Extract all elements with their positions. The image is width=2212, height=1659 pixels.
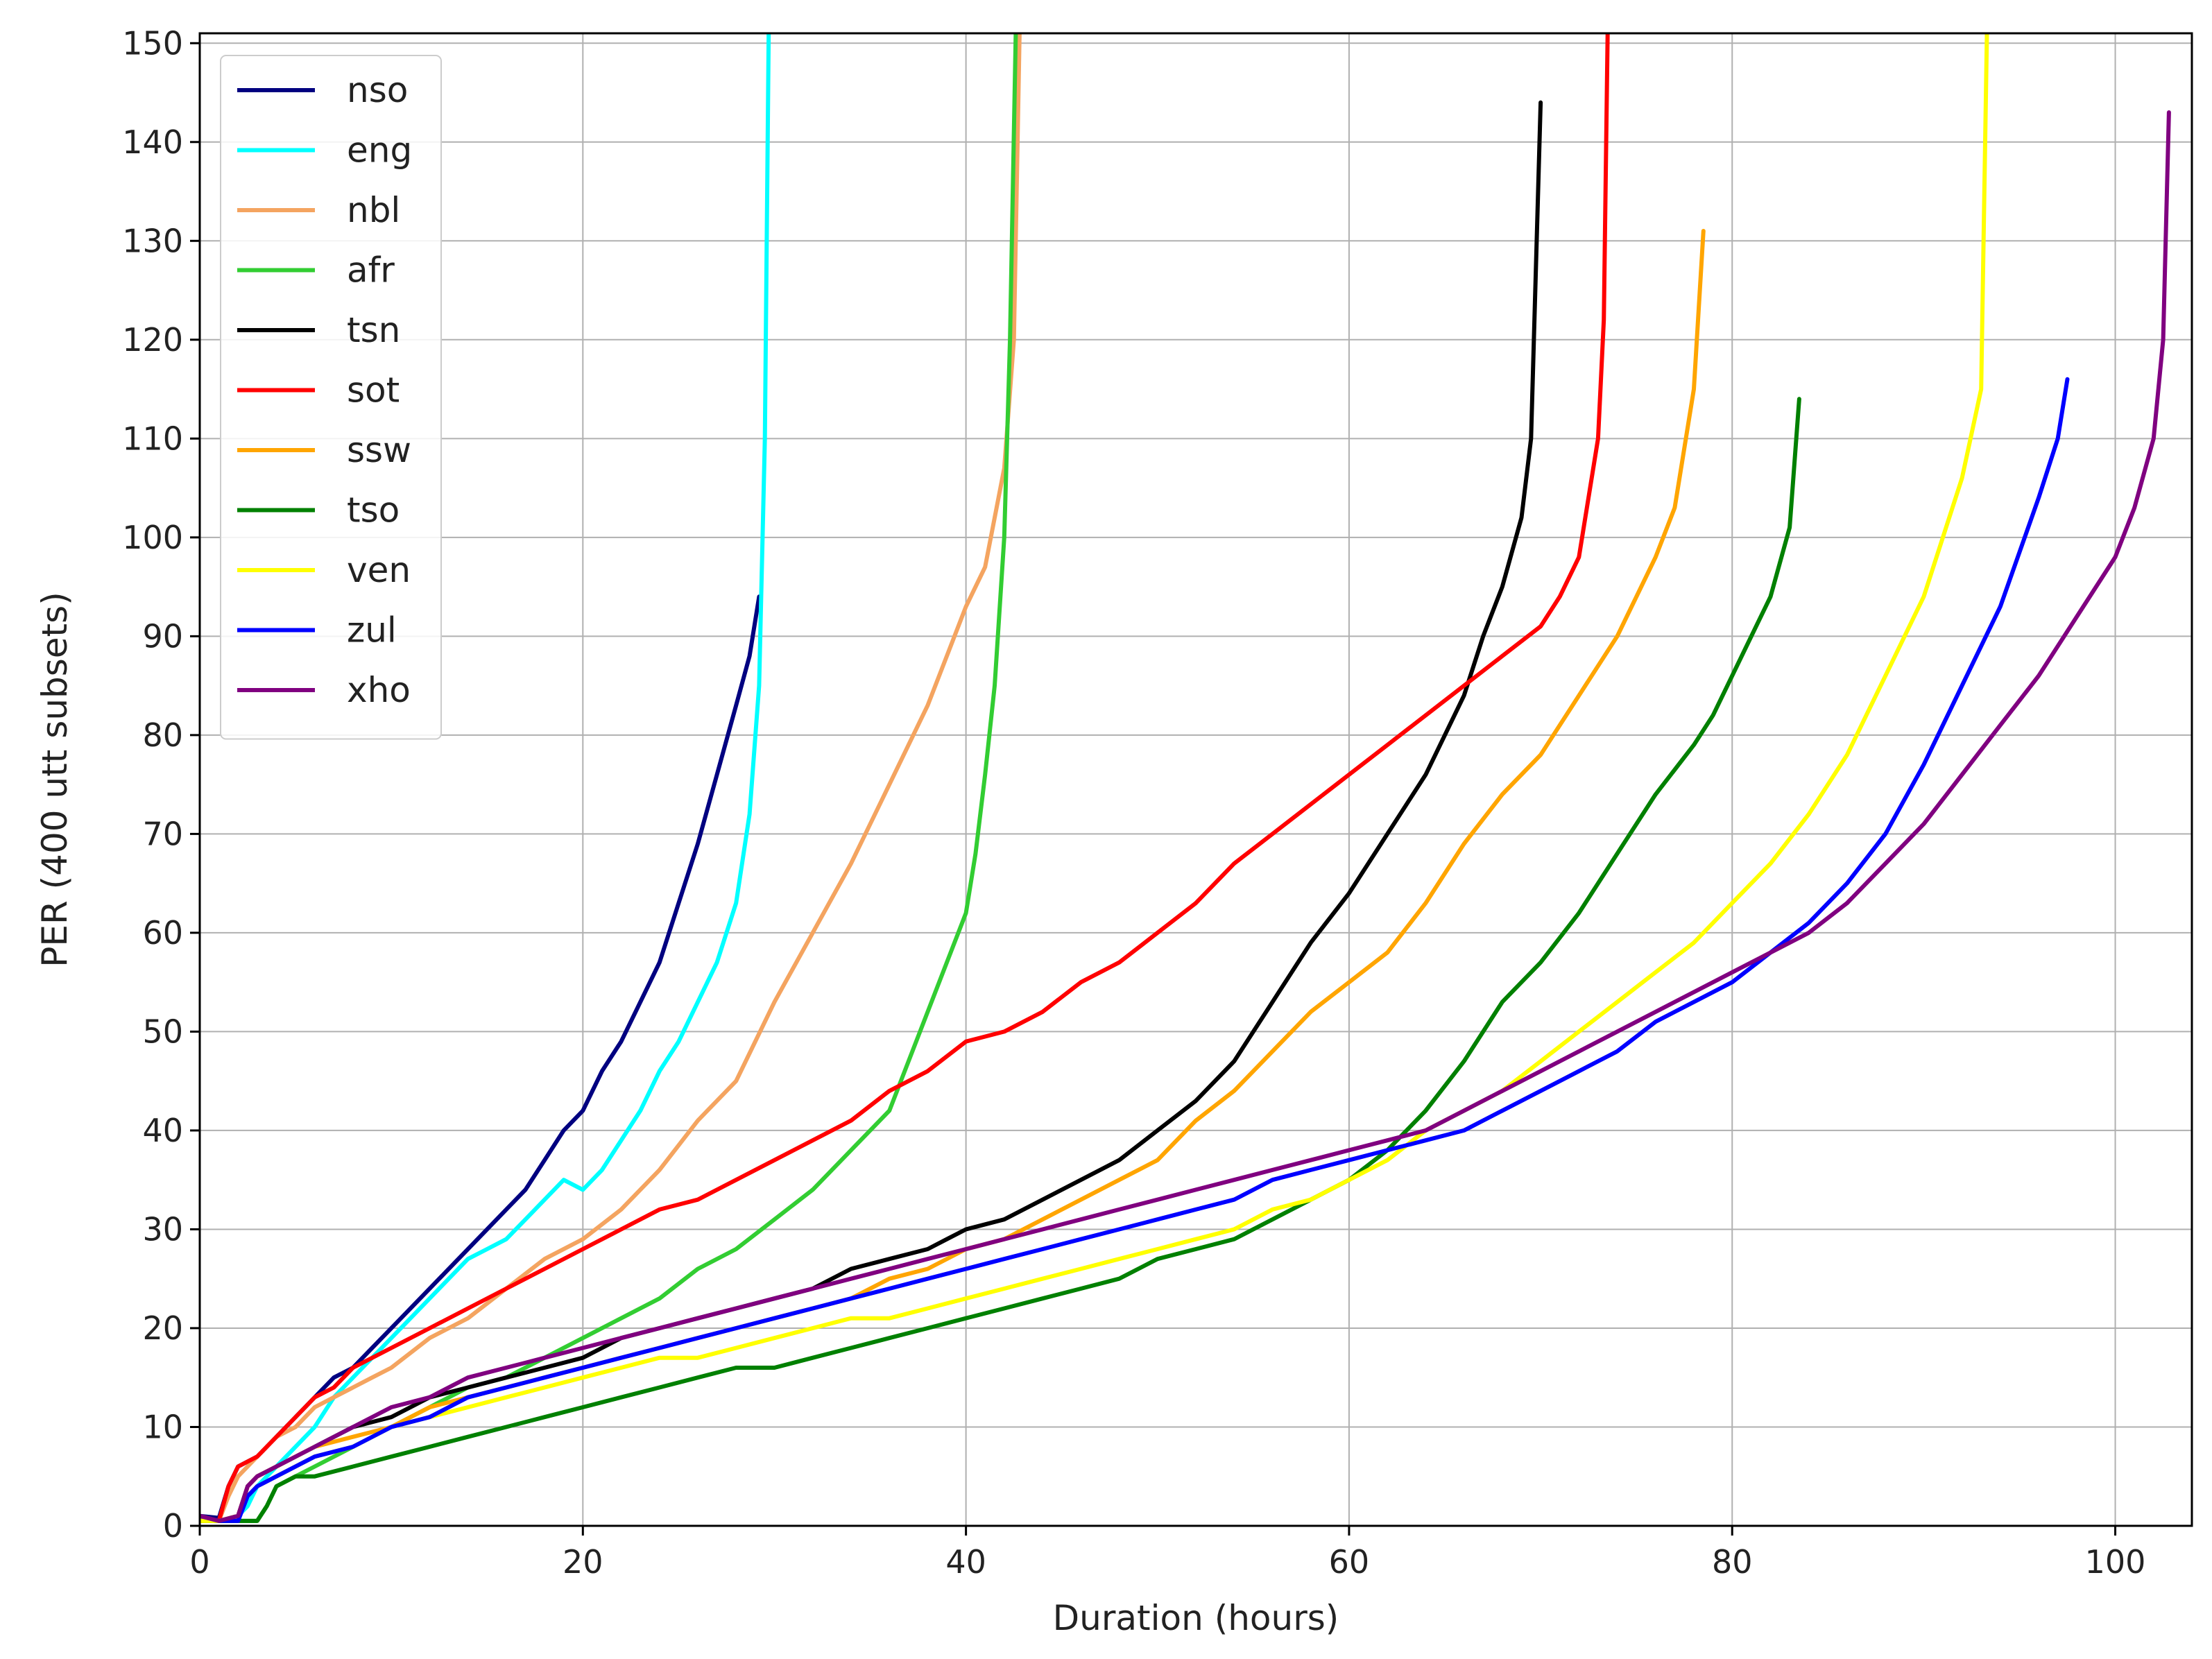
x-tick-label: 40: [945, 1543, 986, 1581]
y-tick-label: 100: [122, 519, 183, 556]
legend-label-afr: afr: [347, 250, 395, 291]
y-tick-label: 50: [142, 1013, 183, 1050]
y-tick-label: 120: [122, 321, 183, 359]
y-axis-title: PER (400 utt subsets): [35, 592, 75, 967]
x-tick-label: 20: [563, 1543, 603, 1581]
legend-label-tso: tso: [347, 490, 400, 531]
legend-label-nso: nso: [347, 70, 408, 110]
y-tick-label: 70: [142, 815, 183, 852]
legend: nso eng nbl afr tsn sot ssw tso ven zul xho: [220, 55, 442, 740]
series-line-sot: [200, 33, 1610, 1523]
y-tick-label: 90: [142, 617, 183, 655]
y-axis-ticks: 0 10 20 30 40 50 60 70 80 90 100 110 120 130 140 150: [122, 24, 200, 1545]
series-line-eng: [200, 33, 771, 1523]
grid-lines: [199, 33, 2192, 1527]
legend-label-tsn: tsn: [347, 310, 400, 350]
legend-label-ven: ven: [347, 550, 411, 590]
x-tick-label: 100: [2085, 1543, 2146, 1581]
y-tick-label: 20: [142, 1309, 183, 1347]
y-tick-label: 150: [122, 24, 183, 62]
x-tick-label: 60: [1329, 1543, 1370, 1581]
series-line-xho: [200, 110, 2171, 1523]
y-tick-label: 80: [142, 716, 183, 754]
y-tick-label: 30: [142, 1210, 183, 1248]
y-tick-label: 60: [142, 914, 183, 952]
legend-label-sot: sot: [347, 370, 400, 411]
y-tick-label: 0: [163, 1507, 183, 1545]
plot-frame: [198, 32, 2193, 1527]
y-tick-label: 40: [142, 1112, 183, 1149]
x-tick-label: 80: [1712, 1543, 1753, 1581]
x-axis-ticks: 0 20 40 60 80 100: [189, 1526, 2145, 1581]
y-tick-label: 10: [142, 1408, 183, 1445]
x-axis-title: Duration (hours): [1053, 1598, 1339, 1638]
legend-label-nbl: nbl: [347, 190, 400, 230]
legend-label-zul: zul: [347, 610, 397, 651]
plot-area: [200, 33, 2171, 1523]
y-tick-label: 140: [122, 123, 183, 161]
legend-label-xho: xho: [347, 670, 411, 710]
y-tick-label: 130: [122, 222, 183, 259]
legend-label-ssw: ssw: [347, 430, 411, 470]
x-tick-label: 0: [189, 1543, 209, 1581]
series-line-ssw: [200, 229, 1706, 1523]
y-tick-label: 110: [122, 420, 183, 457]
series-line-tso: [200, 397, 1801, 1523]
legend-label-eng: eng: [347, 130, 412, 171]
